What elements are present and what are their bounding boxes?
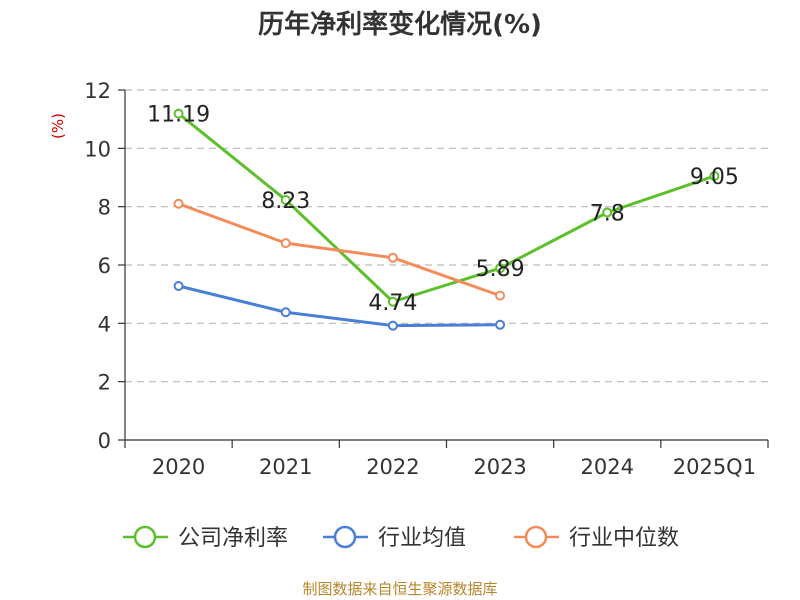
data-label: 11.19 bbox=[147, 103, 210, 128]
x-tick-label: 2021 bbox=[259, 455, 312, 479]
x-tick-label: 2020 bbox=[152, 455, 205, 479]
data-point bbox=[173, 281, 184, 291]
data-label: 7.8 bbox=[590, 202, 625, 227]
legend-marker bbox=[524, 525, 548, 549]
x-tick-label: 2025Q1 bbox=[673, 455, 756, 479]
data-label: 8.23 bbox=[261, 189, 310, 214]
chart-title: 历年净利率变化情况(%) bbox=[258, 10, 542, 40]
data-point bbox=[709, 171, 720, 182]
y-tick-label: 8 bbox=[98, 196, 111, 220]
data-point bbox=[387, 296, 398, 307]
grid-lines bbox=[125, 89, 768, 383]
series-line-2 bbox=[178, 202, 501, 298]
x-tick-label: 2022 bbox=[366, 455, 419, 479]
data-point bbox=[173, 108, 184, 119]
series-line-0 bbox=[177, 112, 715, 304]
source-note: 制图数据来自恒生聚源数据库 bbox=[302, 580, 498, 598]
legend-marker bbox=[333, 525, 357, 549]
y-tick-label: 6 bbox=[98, 254, 111, 278]
data-point bbox=[495, 290, 506, 301]
series-lines bbox=[173, 108, 720, 331]
y-tick-label: 4 bbox=[98, 312, 111, 336]
data-point bbox=[495, 263, 506, 274]
series-line-1 bbox=[178, 284, 501, 328]
data-point bbox=[602, 207, 613, 218]
data-label: 4.74 bbox=[368, 291, 417, 316]
y-axis-unit: (%) bbox=[49, 113, 67, 139]
y-tick-label: 10 bbox=[84, 137, 111, 161]
data-point bbox=[387, 252, 398, 263]
y-tick-label: 0 bbox=[98, 429, 111, 453]
legend-item-0: 公司净利率 bbox=[123, 525, 288, 551]
data-point bbox=[280, 307, 291, 318]
data-label: 9.05 bbox=[690, 165, 739, 190]
data-point bbox=[173, 198, 184, 209]
legend-label: 行业均值 bbox=[378, 526, 466, 551]
data-point bbox=[280, 194, 291, 205]
axes: 0 2 4 6 8 10 12 2020 2021 2022 2023 2024 2025Q1 (%) bbox=[49, 79, 769, 479]
data-point bbox=[280, 238, 291, 249]
y-tick-label: 2 bbox=[98, 371, 111, 395]
data-point bbox=[495, 319, 506, 330]
x-tick-label: 2024 bbox=[581, 455, 634, 479]
data-labels: 11.19 8.23 4.74 5.89 7.8 9.05 bbox=[147, 103, 739, 316]
data-label: 5.89 bbox=[476, 257, 525, 282]
legend: 公司净利率 行业均值 行业中位数 bbox=[123, 525, 679, 551]
data-point bbox=[387, 320, 398, 331]
legend-item-1: 行业均值 bbox=[323, 525, 466, 551]
legend-marker bbox=[133, 525, 157, 549]
legend-label: 行业中位数 bbox=[569, 526, 679, 551]
legend-label: 公司净利率 bbox=[178, 526, 288, 551]
legend-item-2: 行业中位数 bbox=[514, 525, 679, 551]
x-tick-label: 2023 bbox=[473, 455, 526, 479]
y-tick-label: 12 bbox=[84, 79, 111, 103]
